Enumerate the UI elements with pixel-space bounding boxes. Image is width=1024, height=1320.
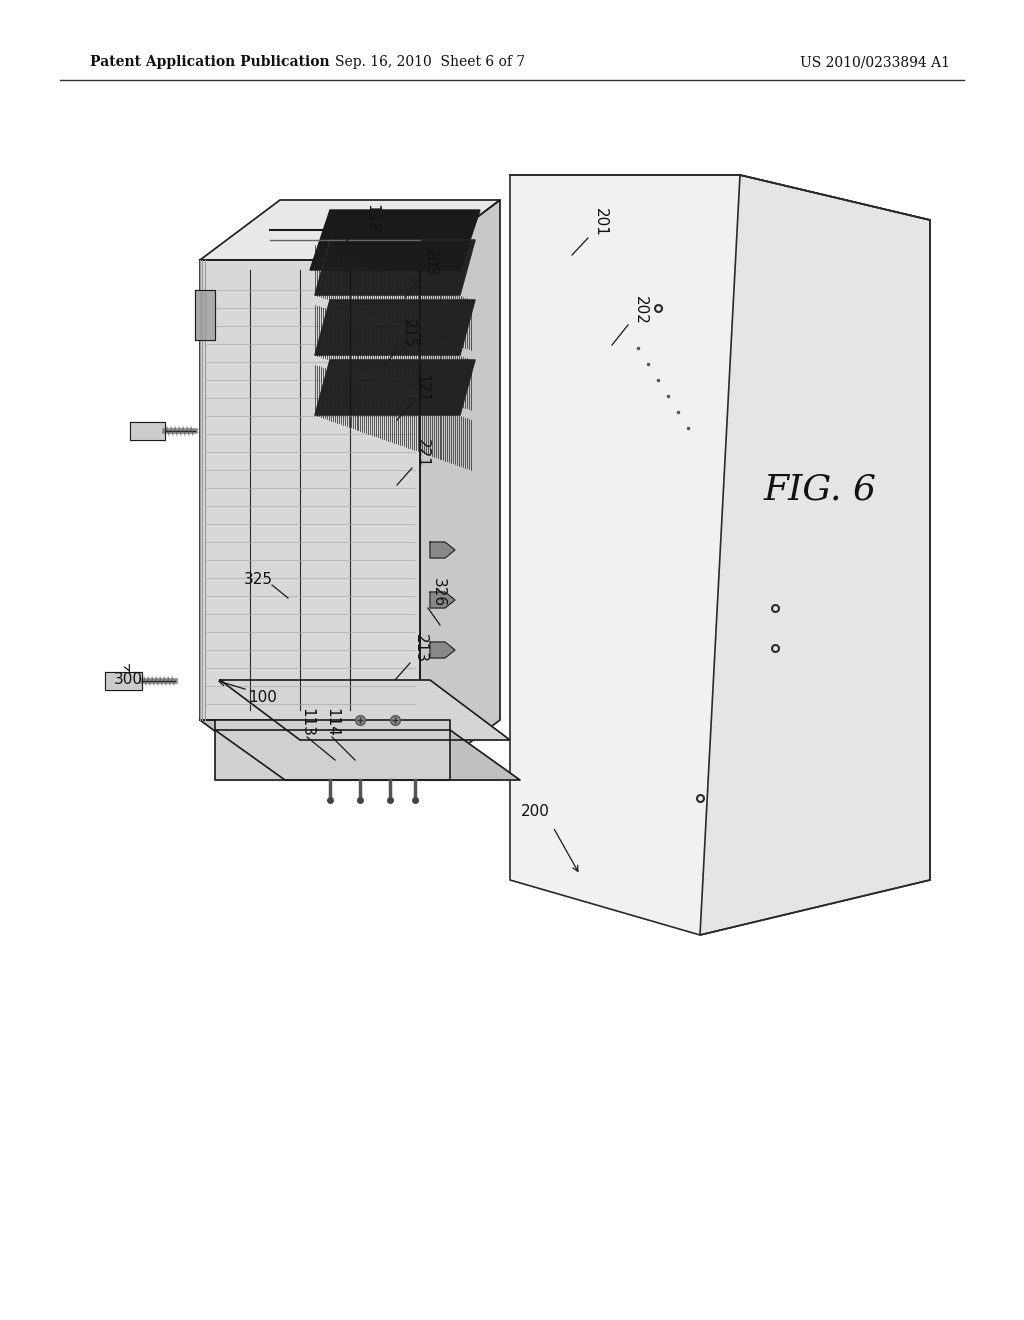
Polygon shape [315, 360, 475, 414]
Text: 215: 215 [400, 318, 416, 347]
Text: 201: 201 [593, 207, 607, 236]
Polygon shape [130, 422, 165, 440]
Text: 113: 113 [299, 708, 314, 737]
Polygon shape [200, 260, 420, 719]
Text: 200: 200 [520, 804, 550, 820]
Polygon shape [510, 176, 930, 935]
Polygon shape [200, 201, 500, 260]
Polygon shape [315, 240, 475, 294]
Polygon shape [220, 680, 510, 741]
Text: Sep. 16, 2010  Sheet 6 of 7: Sep. 16, 2010 Sheet 6 of 7 [335, 55, 525, 69]
Text: Patent Application Publication: Patent Application Publication [90, 55, 330, 69]
Text: 221: 221 [415, 438, 429, 467]
Polygon shape [215, 719, 450, 780]
Text: 326: 326 [430, 578, 445, 607]
Text: 202: 202 [633, 296, 647, 325]
Polygon shape [430, 543, 455, 558]
Text: 100: 100 [249, 689, 278, 705]
Text: 118: 118 [365, 203, 380, 232]
Text: 114: 114 [325, 708, 340, 737]
Polygon shape [215, 730, 520, 780]
Text: 300: 300 [114, 672, 142, 688]
Polygon shape [200, 719, 500, 780]
Polygon shape [315, 300, 475, 355]
Polygon shape [430, 591, 455, 609]
Text: 121: 121 [415, 374, 429, 403]
Text: US 2010/0233894 A1: US 2010/0233894 A1 [800, 55, 950, 69]
Polygon shape [700, 176, 930, 935]
Text: 325: 325 [244, 573, 272, 587]
Polygon shape [310, 210, 480, 271]
Text: 203: 203 [423, 248, 437, 277]
Polygon shape [420, 201, 500, 780]
Polygon shape [195, 290, 215, 341]
Polygon shape [105, 672, 142, 690]
Text: FIG. 6: FIG. 6 [764, 473, 877, 507]
Polygon shape [430, 642, 455, 657]
Text: 213: 213 [413, 634, 427, 663]
